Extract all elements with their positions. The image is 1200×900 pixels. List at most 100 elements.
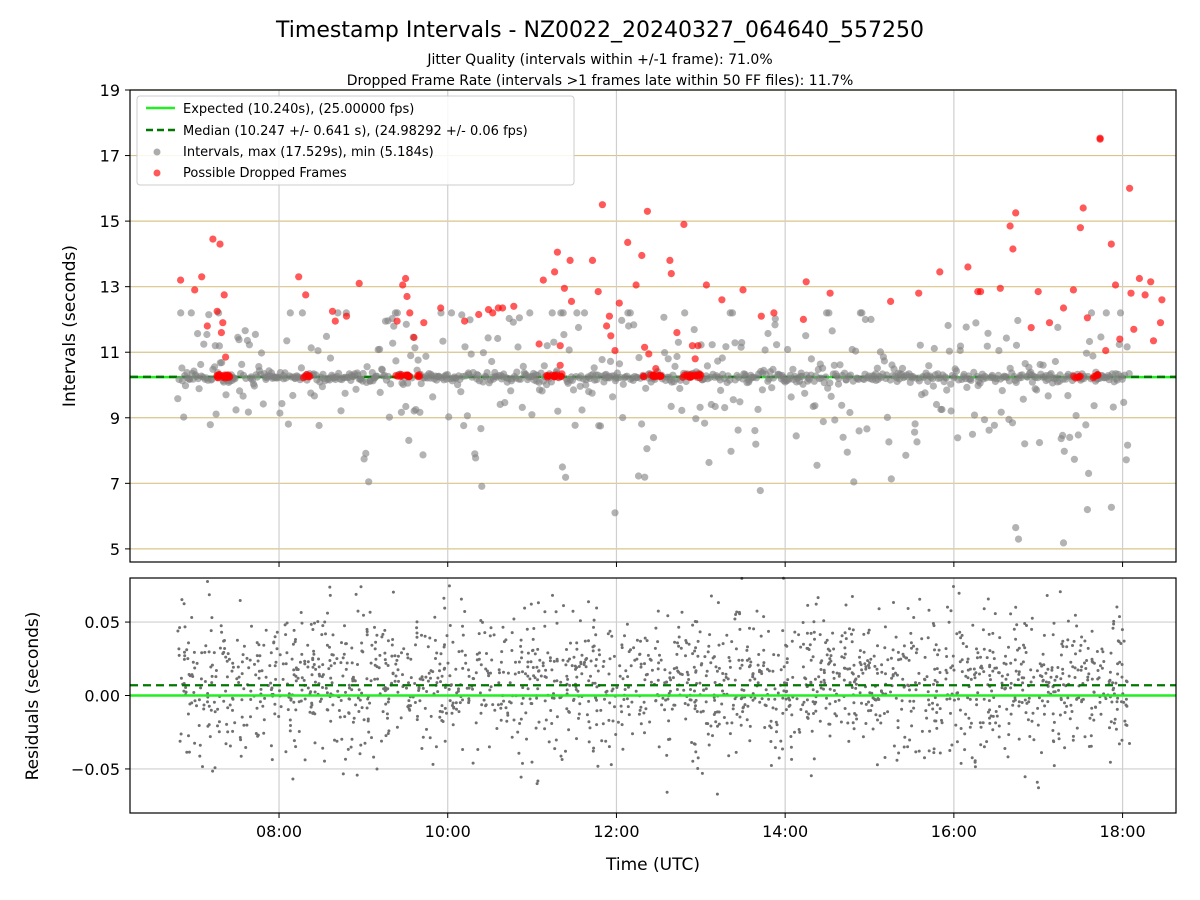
residual-point xyxy=(589,659,593,663)
interval-point xyxy=(407,352,415,360)
residual-point xyxy=(798,730,802,734)
interval-point xyxy=(1008,419,1017,427)
residual-point xyxy=(436,690,440,694)
residual-point xyxy=(762,615,766,619)
interval-point xyxy=(911,420,919,428)
residual-point xyxy=(365,627,369,631)
residual-point xyxy=(738,627,742,631)
interval-point xyxy=(945,347,954,355)
interval-point xyxy=(548,309,556,317)
residual-point xyxy=(933,678,937,682)
residual-point xyxy=(341,772,345,776)
residual-point xyxy=(920,637,924,641)
residual-point xyxy=(664,698,668,702)
residual-point xyxy=(386,732,390,735)
residual-point xyxy=(372,755,376,759)
interval-point xyxy=(389,339,397,347)
residual-point xyxy=(991,728,995,732)
residual-point xyxy=(405,686,408,690)
residual-point xyxy=(908,699,912,703)
residual-point xyxy=(1112,721,1116,725)
residual-point xyxy=(192,650,196,654)
residual-point xyxy=(880,670,884,674)
residual-point xyxy=(577,716,580,720)
residual-point xyxy=(988,665,992,669)
residual-point xyxy=(185,750,189,754)
interval-point xyxy=(365,478,373,486)
residual-point xyxy=(463,653,467,657)
interval-point xyxy=(952,367,961,375)
residual-point xyxy=(833,712,837,716)
residual-point xyxy=(700,771,704,775)
interval-point xyxy=(1082,421,1090,429)
residual-point xyxy=(310,703,314,707)
residual-point xyxy=(514,660,517,664)
residual-point xyxy=(773,687,777,691)
interval-point xyxy=(858,309,866,317)
residual-point xyxy=(1108,678,1112,682)
residual-point xyxy=(775,730,778,734)
interval-point xyxy=(1123,343,1131,351)
residual-point xyxy=(1041,652,1045,656)
interval-point xyxy=(754,405,762,413)
residual-point xyxy=(707,743,711,747)
interval-point xyxy=(641,473,649,481)
residual-point xyxy=(1009,681,1013,685)
residual-point xyxy=(275,647,279,651)
residual-point xyxy=(1109,651,1113,655)
residual-point xyxy=(242,644,246,648)
residual-point xyxy=(481,620,484,624)
residual-point xyxy=(519,644,523,648)
residual-point xyxy=(1073,666,1077,670)
dropped-frame-point xyxy=(567,297,576,305)
residual-point xyxy=(948,749,952,752)
interval-point xyxy=(195,385,203,393)
residual-point xyxy=(187,641,190,645)
residual-point xyxy=(1027,696,1031,700)
interval-point xyxy=(638,420,646,428)
residual-point xyxy=(814,709,818,713)
dropped-frame-point xyxy=(1069,286,1077,294)
residual-point xyxy=(521,696,525,700)
residual-point xyxy=(318,674,322,678)
residual-point xyxy=(255,654,259,658)
residual-point xyxy=(376,677,379,681)
residual-point xyxy=(595,685,599,689)
interval-point xyxy=(1044,392,1052,400)
dropped-frame-point xyxy=(437,304,445,312)
residual-point xyxy=(712,655,716,659)
residual-point xyxy=(691,623,695,627)
residual-point xyxy=(565,674,569,678)
interval-point xyxy=(1120,398,1128,406)
residual-point xyxy=(214,669,218,672)
interval-point xyxy=(298,309,306,317)
residual-point xyxy=(209,665,213,669)
residual-point xyxy=(577,665,581,668)
residual-point xyxy=(749,660,753,664)
residual-point xyxy=(344,757,347,761)
residual-point xyxy=(979,655,982,659)
residual-point xyxy=(1013,696,1017,700)
residual-point xyxy=(380,635,384,639)
residual-point xyxy=(536,678,540,682)
residual-point xyxy=(753,677,757,681)
residual-point xyxy=(500,650,504,654)
residual-point xyxy=(871,727,875,731)
residual-point xyxy=(377,666,381,670)
dropped-frame-point xyxy=(489,309,497,317)
residual-point xyxy=(483,631,487,635)
residual-point xyxy=(352,716,356,720)
residual-point xyxy=(980,666,984,670)
residual-point xyxy=(589,674,592,678)
residual-point xyxy=(1057,737,1061,741)
residual-point xyxy=(889,656,893,660)
interval-point xyxy=(1082,349,1091,357)
residual-point xyxy=(487,745,491,749)
intervals-y-tick-label: 11 xyxy=(100,343,120,362)
residual-point xyxy=(306,686,310,690)
residual-point xyxy=(1052,720,1056,724)
residual-point xyxy=(547,740,551,744)
residual-point xyxy=(526,665,530,669)
residual-point xyxy=(541,661,545,665)
residual-point xyxy=(583,660,586,664)
